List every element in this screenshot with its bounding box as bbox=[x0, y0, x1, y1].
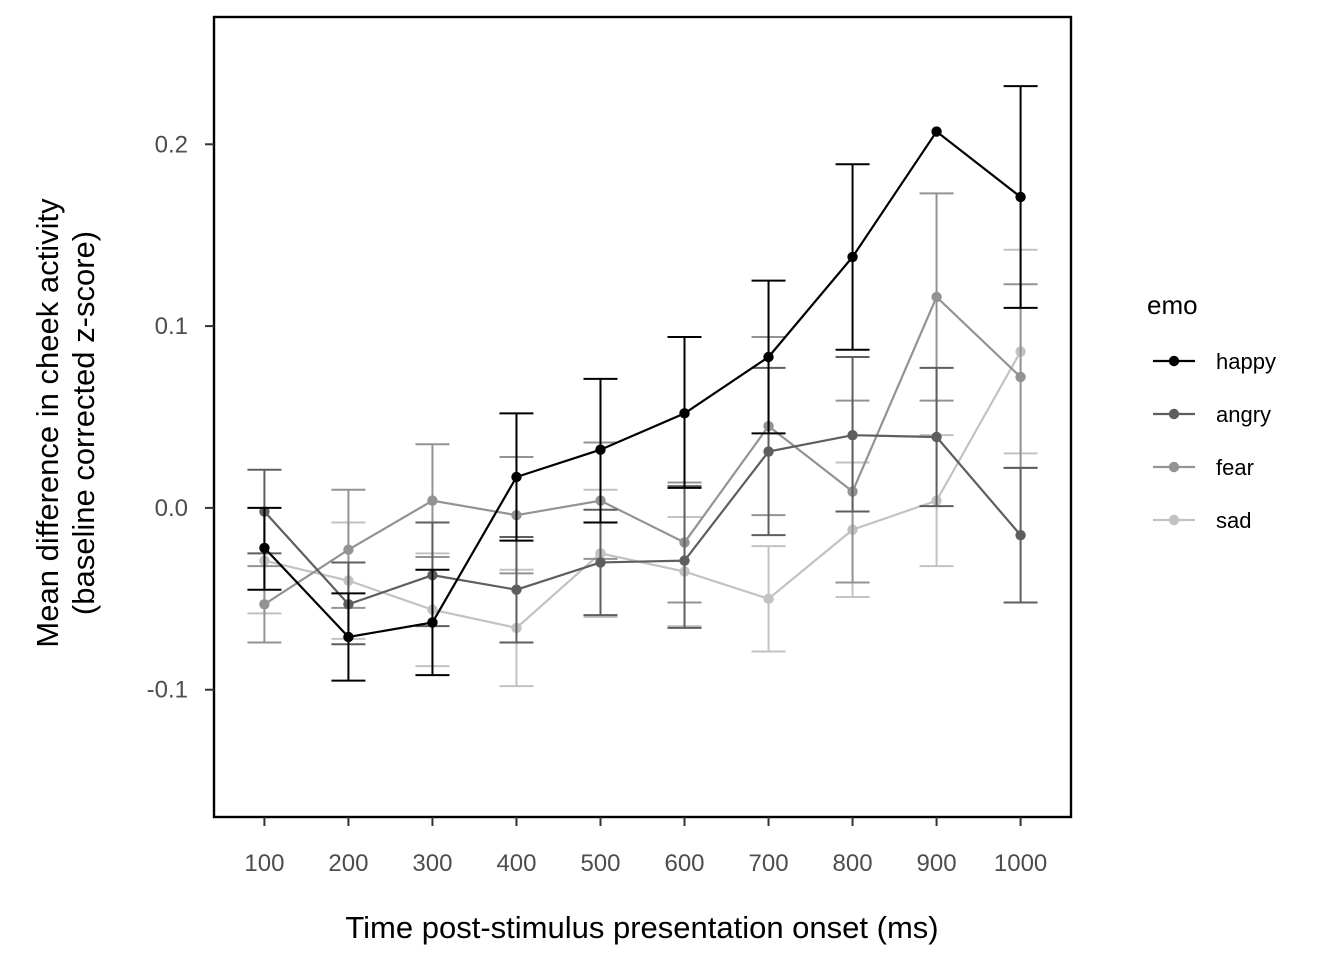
point-fear bbox=[931, 291, 942, 303]
x-axis-title: Time post-stimulus presentation onset (m… bbox=[345, 910, 938, 945]
point-happy bbox=[931, 126, 942, 137]
point-angry bbox=[931, 431, 942, 443]
y-tick-label: 0.2 bbox=[155, 131, 188, 158]
legend-key-point bbox=[1168, 408, 1180, 420]
point-happy bbox=[511, 471, 522, 483]
series-angry bbox=[247, 356, 1038, 646]
series-line-angry bbox=[263, 434, 1022, 606]
legend-label: angry bbox=[1216, 402, 1271, 427]
point-angry bbox=[595, 557, 606, 568]
x-tick-label: 200 bbox=[328, 850, 368, 877]
series-fear bbox=[247, 192, 1038, 644]
x-tick-label: 300 bbox=[412, 850, 452, 877]
y-tick-label: 0.1 bbox=[155, 313, 188, 340]
y-axis-title-line-2: (baseline corrected z-score) bbox=[66, 231, 101, 615]
x-tick-label: 600 bbox=[664, 850, 704, 877]
y-tick-label: -0.1 bbox=[147, 677, 188, 704]
point-angry bbox=[511, 584, 522, 595]
y-tick-label: 0.0 bbox=[155, 495, 188, 522]
point-happy bbox=[1015, 191, 1026, 203]
x-tick-label: 900 bbox=[917, 850, 957, 877]
series-sad bbox=[247, 248, 1038, 688]
x-tick-label: 800 bbox=[833, 850, 873, 877]
y-axis-title: Mean difference in cheek activity (basel… bbox=[30, 198, 101, 648]
legend-title: emo bbox=[1147, 290, 1198, 320]
point-happy bbox=[343, 631, 354, 643]
point-happy bbox=[679, 408, 690, 419]
legend-item-angry: angry bbox=[1153, 402, 1271, 427]
point-happy bbox=[763, 351, 774, 363]
legend-item-happy: happy bbox=[1153, 349, 1276, 374]
point-angry bbox=[847, 429, 858, 441]
legend-key-point bbox=[1168, 461, 1180, 473]
plot-marks bbox=[247, 85, 1038, 688]
point-happy bbox=[847, 251, 858, 263]
point-sad bbox=[763, 593, 774, 605]
point-fear bbox=[259, 599, 270, 610]
legend-label: fear bbox=[1216, 455, 1254, 480]
plot-panel-border bbox=[212, 15, 1073, 819]
legend-label: sad bbox=[1216, 508, 1251, 533]
point-angry bbox=[763, 446, 774, 457]
legend-item-fear: fear bbox=[1153, 455, 1254, 480]
series-line-fear bbox=[263, 295, 1022, 606]
point-happy bbox=[595, 444, 606, 455]
x-tick-label: 1000 bbox=[994, 850, 1047, 877]
y-axis-title-line-1: Mean difference in cheek activity bbox=[30, 198, 65, 648]
point-fear bbox=[343, 544, 354, 555]
legend-key-point bbox=[1168, 355, 1180, 367]
x-tick-label: 500 bbox=[580, 850, 620, 877]
series-line-sad bbox=[264, 351, 1022, 630]
series-line-happy bbox=[263, 129, 1022, 639]
x-tick-label: 700 bbox=[749, 850, 789, 877]
point-angry bbox=[1015, 529, 1026, 541]
x-tick-label: 100 bbox=[244, 850, 284, 877]
point-angry bbox=[679, 555, 690, 566]
point-happy bbox=[259, 542, 270, 554]
axes: 100 200 300 400 500 600 700 800 900 1000 0.2 0.1 0.0… bbox=[147, 131, 1048, 877]
legend-item-sad: sad bbox=[1153, 508, 1251, 533]
series-happy bbox=[247, 85, 1038, 682]
legend-key-point bbox=[1168, 514, 1180, 526]
point-happy bbox=[427, 617, 438, 628]
point-fear bbox=[1015, 371, 1026, 383]
x-tick-label: 400 bbox=[496, 850, 536, 877]
point-fear bbox=[427, 495, 438, 506]
legend: emo happy angry fear sad bbox=[1147, 290, 1276, 533]
legend-label: happy bbox=[1216, 349, 1276, 374]
